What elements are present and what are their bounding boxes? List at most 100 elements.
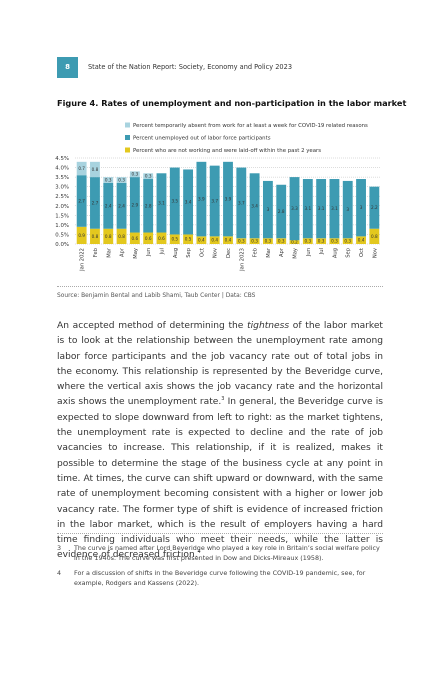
data-label: 0.3 <box>145 174 152 179</box>
data-label: 0.3 <box>251 239 258 244</box>
x-tick-label: Oct <box>199 248 205 257</box>
bar-segment <box>103 177 114 183</box>
bar-segment <box>356 236 366 244</box>
data-label: 0.3 <box>304 239 311 244</box>
data-label: 3.1 <box>158 200 165 205</box>
x-tick-label: Mar <box>266 247 272 258</box>
x-tick-label: Sep <box>346 247 352 257</box>
x-tick-label: Mar <box>106 247 112 258</box>
y-tick-label: 3.5% <box>55 175 69 181</box>
x-tick-label: Feb <box>93 247 99 257</box>
y-tick-label: 2.5% <box>55 194 69 200</box>
data-label: 3.3 <box>291 206 298 211</box>
bar-segment <box>103 228 114 244</box>
bar-segment <box>76 226 87 244</box>
bar-segment <box>249 238 260 244</box>
footnote-number: 3 <box>57 544 62 552</box>
x-tick-label: Jul <box>319 248 325 255</box>
bar-segment <box>116 228 127 244</box>
data-label: 0.3 <box>238 239 245 244</box>
footnote-ref: 4 <box>197 549 201 556</box>
data-label: 3.1 <box>304 206 311 211</box>
data-label: 3.4 <box>185 199 192 204</box>
y-tick-label: 2.0% <box>55 204 69 210</box>
bar-segment <box>329 179 340 239</box>
bar-segment <box>183 234 194 244</box>
x-tick-label: Jun <box>146 248 152 257</box>
bar-segment <box>129 171 140 178</box>
footnote-number: 4 <box>57 569 62 577</box>
bar-segment <box>156 232 167 244</box>
data-label: 0.4 <box>225 238 232 243</box>
divider <box>57 286 383 287</box>
bar-segment <box>90 228 100 244</box>
data-label: 3 <box>267 207 270 212</box>
x-tick-label: Jan 2023 <box>239 248 245 272</box>
bar-segment <box>223 161 233 237</box>
data-label: 0.3 <box>105 177 112 182</box>
legend-swatch <box>125 122 130 128</box>
data-label: 3 <box>346 207 349 212</box>
data-label: 0.6 <box>132 236 139 241</box>
data-label: 2.7 <box>92 200 99 205</box>
y-tick-label: 1.5% <box>55 213 69 219</box>
data-label: 0.3 <box>344 239 351 244</box>
bar-segment <box>90 161 100 178</box>
bar-segment <box>316 238 327 244</box>
bar-segment <box>76 175 87 227</box>
footnote: 3 The curve is named after Lord Beveridge… <box>57 543 383 563</box>
bar-segment <box>369 228 380 244</box>
y-tick-label: 0.0% <box>55 242 69 248</box>
data-label: 3.1 <box>331 206 338 211</box>
data-label: 2.4 <box>118 203 125 208</box>
data-label: 3.9 <box>198 197 205 202</box>
data-label: 3.4 <box>251 203 258 208</box>
bar-segment <box>289 240 300 244</box>
data-label: 2.9 <box>132 202 139 207</box>
data-label: 0.3 <box>118 177 125 182</box>
data-label: 0.5 <box>185 237 192 242</box>
data-label: 2.8 <box>145 203 152 208</box>
data-label: 0.8 <box>118 234 125 239</box>
bar-segment <box>196 236 207 244</box>
data-label: 0.3 <box>132 172 139 177</box>
bar-segment <box>342 180 353 239</box>
bar-segment <box>143 232 154 244</box>
bar-segment <box>169 234 180 244</box>
data-label: 0.7 <box>78 166 85 171</box>
bar-segment <box>289 177 300 241</box>
bar-segment <box>316 179 327 239</box>
bar-segment <box>129 232 140 244</box>
data-label: 0.3 <box>265 239 272 244</box>
data-label: 3.7 <box>211 199 218 204</box>
bar-segment <box>276 238 287 244</box>
bar-segment <box>236 167 247 239</box>
bar-segment <box>342 238 353 244</box>
text: An accepted method of determining the <box>57 321 248 331</box>
y-tick-label: 1.0% <box>55 223 69 229</box>
bar-segment <box>143 173 154 180</box>
page-number: 8 <box>57 57 78 78</box>
bar-segment <box>302 238 313 244</box>
bar-segment <box>223 236 233 244</box>
bar-segment <box>116 182 127 229</box>
data-label: 2.7 <box>78 199 85 204</box>
bar-segment <box>209 236 220 244</box>
y-tick-label: 4.5% <box>55 156 69 162</box>
data-label: 0.8 <box>371 234 378 239</box>
x-tick-label: Apr <box>279 247 285 257</box>
legend-label: Percent who are not working and were lai… <box>133 148 321 154</box>
x-tick-label: Dec <box>226 248 232 258</box>
data-label: 0.4 <box>211 238 218 243</box>
bar-segment <box>76 161 87 176</box>
data-label: 0.8 <box>92 167 99 172</box>
data-label: 0.3 <box>278 239 285 244</box>
legend-label: Percent unemployed out of labor force pa… <box>133 136 271 142</box>
x-tick-label: Apr <box>120 247 126 257</box>
data-label: 0.8 <box>105 234 112 239</box>
data-label: 3 <box>360 205 363 210</box>
y-tick-label: 4.0% <box>55 166 69 172</box>
data-label: 0.3 <box>331 239 338 244</box>
bar-segment <box>196 161 207 237</box>
footnote-text: For a discussion of shifts in the Beveri… <box>74 569 366 587</box>
